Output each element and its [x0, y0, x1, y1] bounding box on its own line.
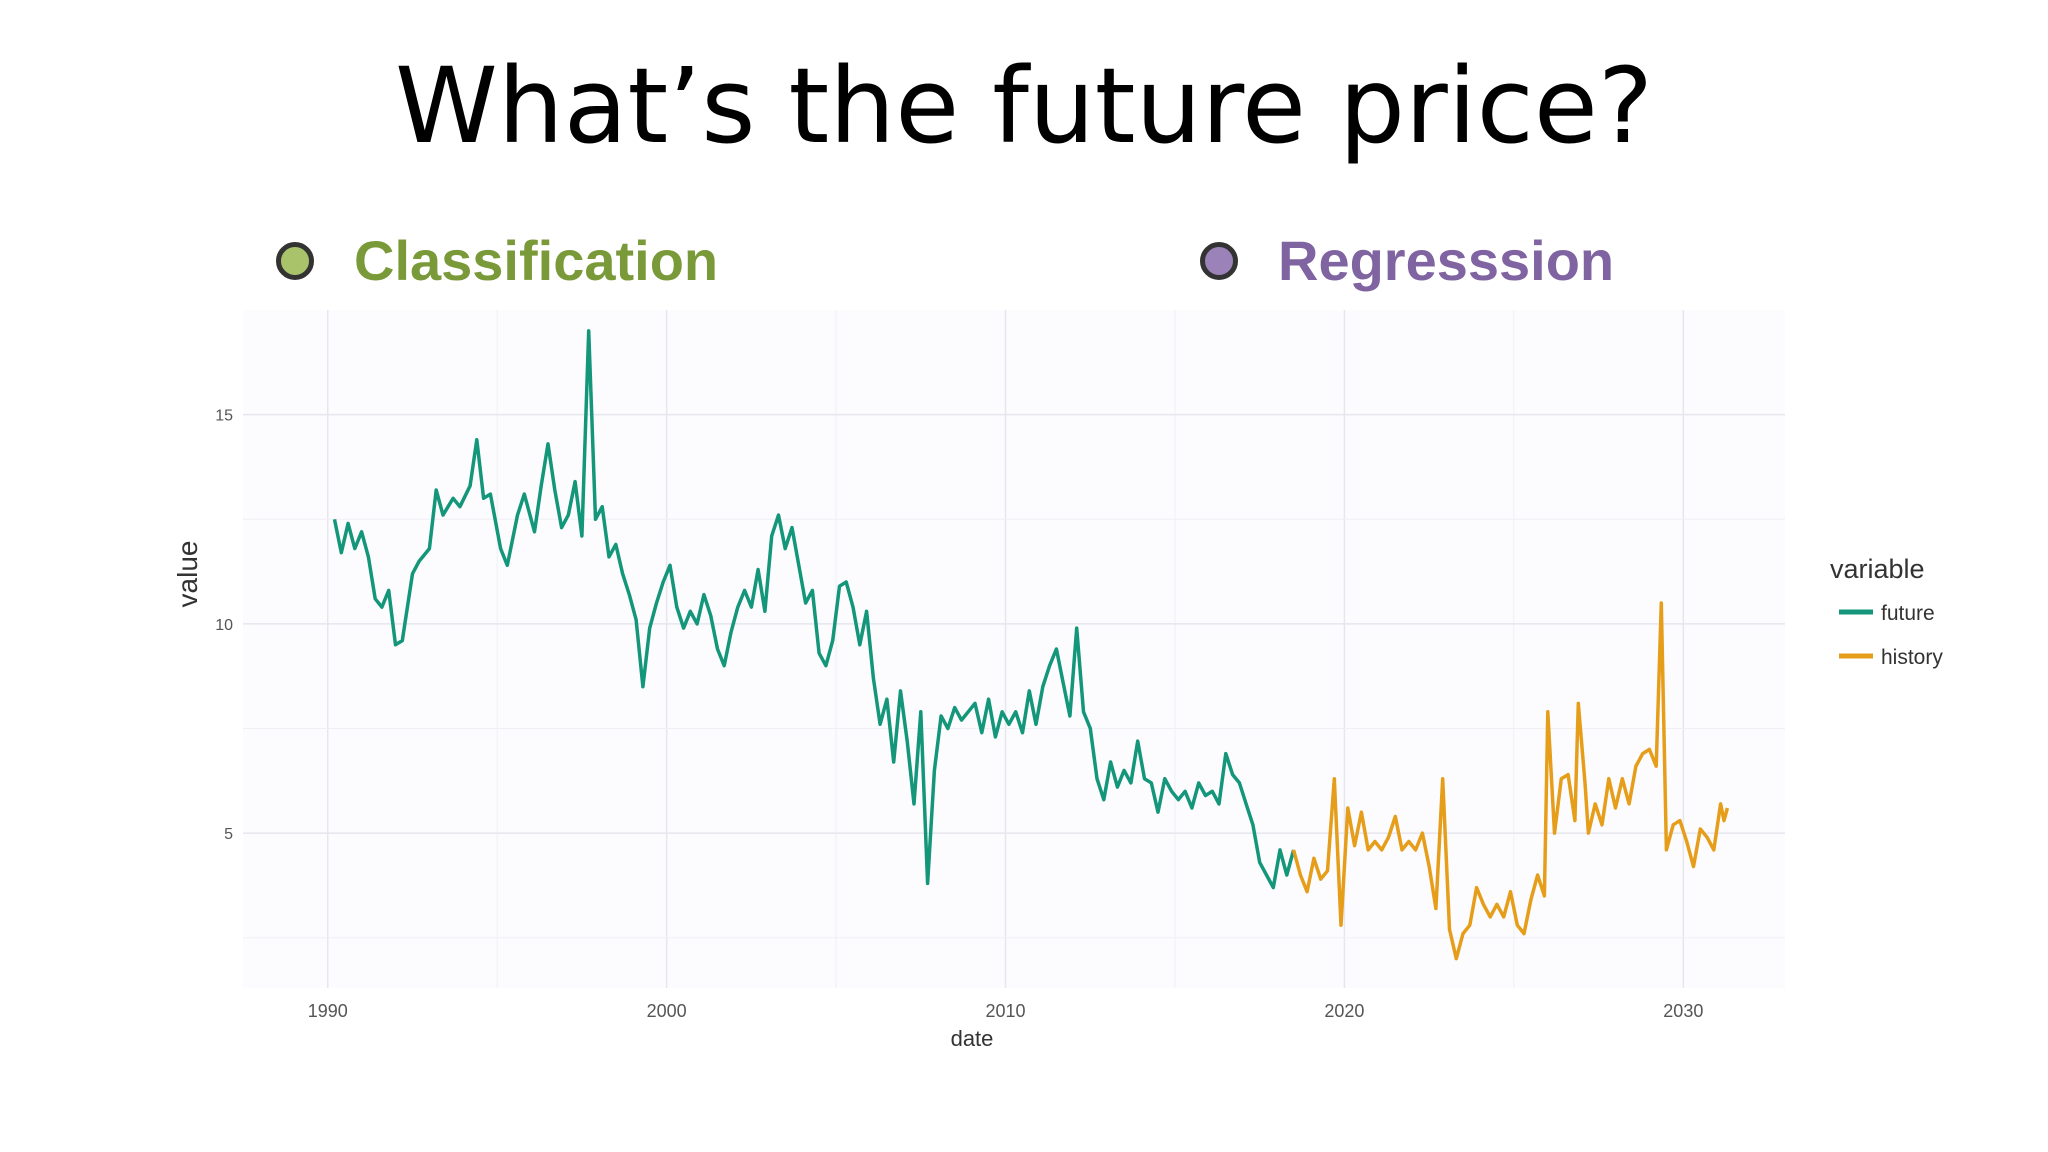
series-lines [332, 329, 1730, 961]
slide-title: What’s the future price? [394, 45, 1654, 167]
x-tick-label: 1990 [308, 1001, 348, 1021]
x-tick-labels: 1990 2000 2010 2020 2030 [308, 1001, 1704, 1021]
option-classification: Classification [276, 228, 718, 293]
x-tick-label: 2030 [1663, 1001, 1703, 1021]
regression-label: Regresssion [1278, 229, 1615, 292]
classification-dot-icon [276, 241, 314, 280]
plot-panel [243, 310, 1785, 988]
series-line-future [332, 329, 1296, 890]
classification-label: Classification [354, 229, 719, 292]
legend: variable future history [1830, 554, 1943, 669]
y-axis-label: value [172, 541, 203, 608]
y-tick-labels: 5 10 15 [215, 408, 233, 844]
x-tick-label: 2000 [647, 1001, 687, 1021]
legend-label-future: future [1881, 602, 1935, 625]
x-tick-label: 2010 [986, 1001, 1026, 1021]
x-tick-label: 2020 [1324, 1001, 1364, 1021]
x-axis-label: date [951, 1026, 994, 1051]
y-tick-label: 10 [215, 617, 233, 634]
y-tick-label: 15 [215, 408, 233, 425]
series-line-history [1291, 601, 1730, 961]
option-regression: Regresssion [1200, 228, 1614, 293]
y-tick-label: 5 [224, 826, 233, 843]
legend-label-history: history [1881, 646, 1943, 669]
legend-title: variable [1830, 554, 1925, 584]
regression-dot-icon [1200, 241, 1238, 280]
